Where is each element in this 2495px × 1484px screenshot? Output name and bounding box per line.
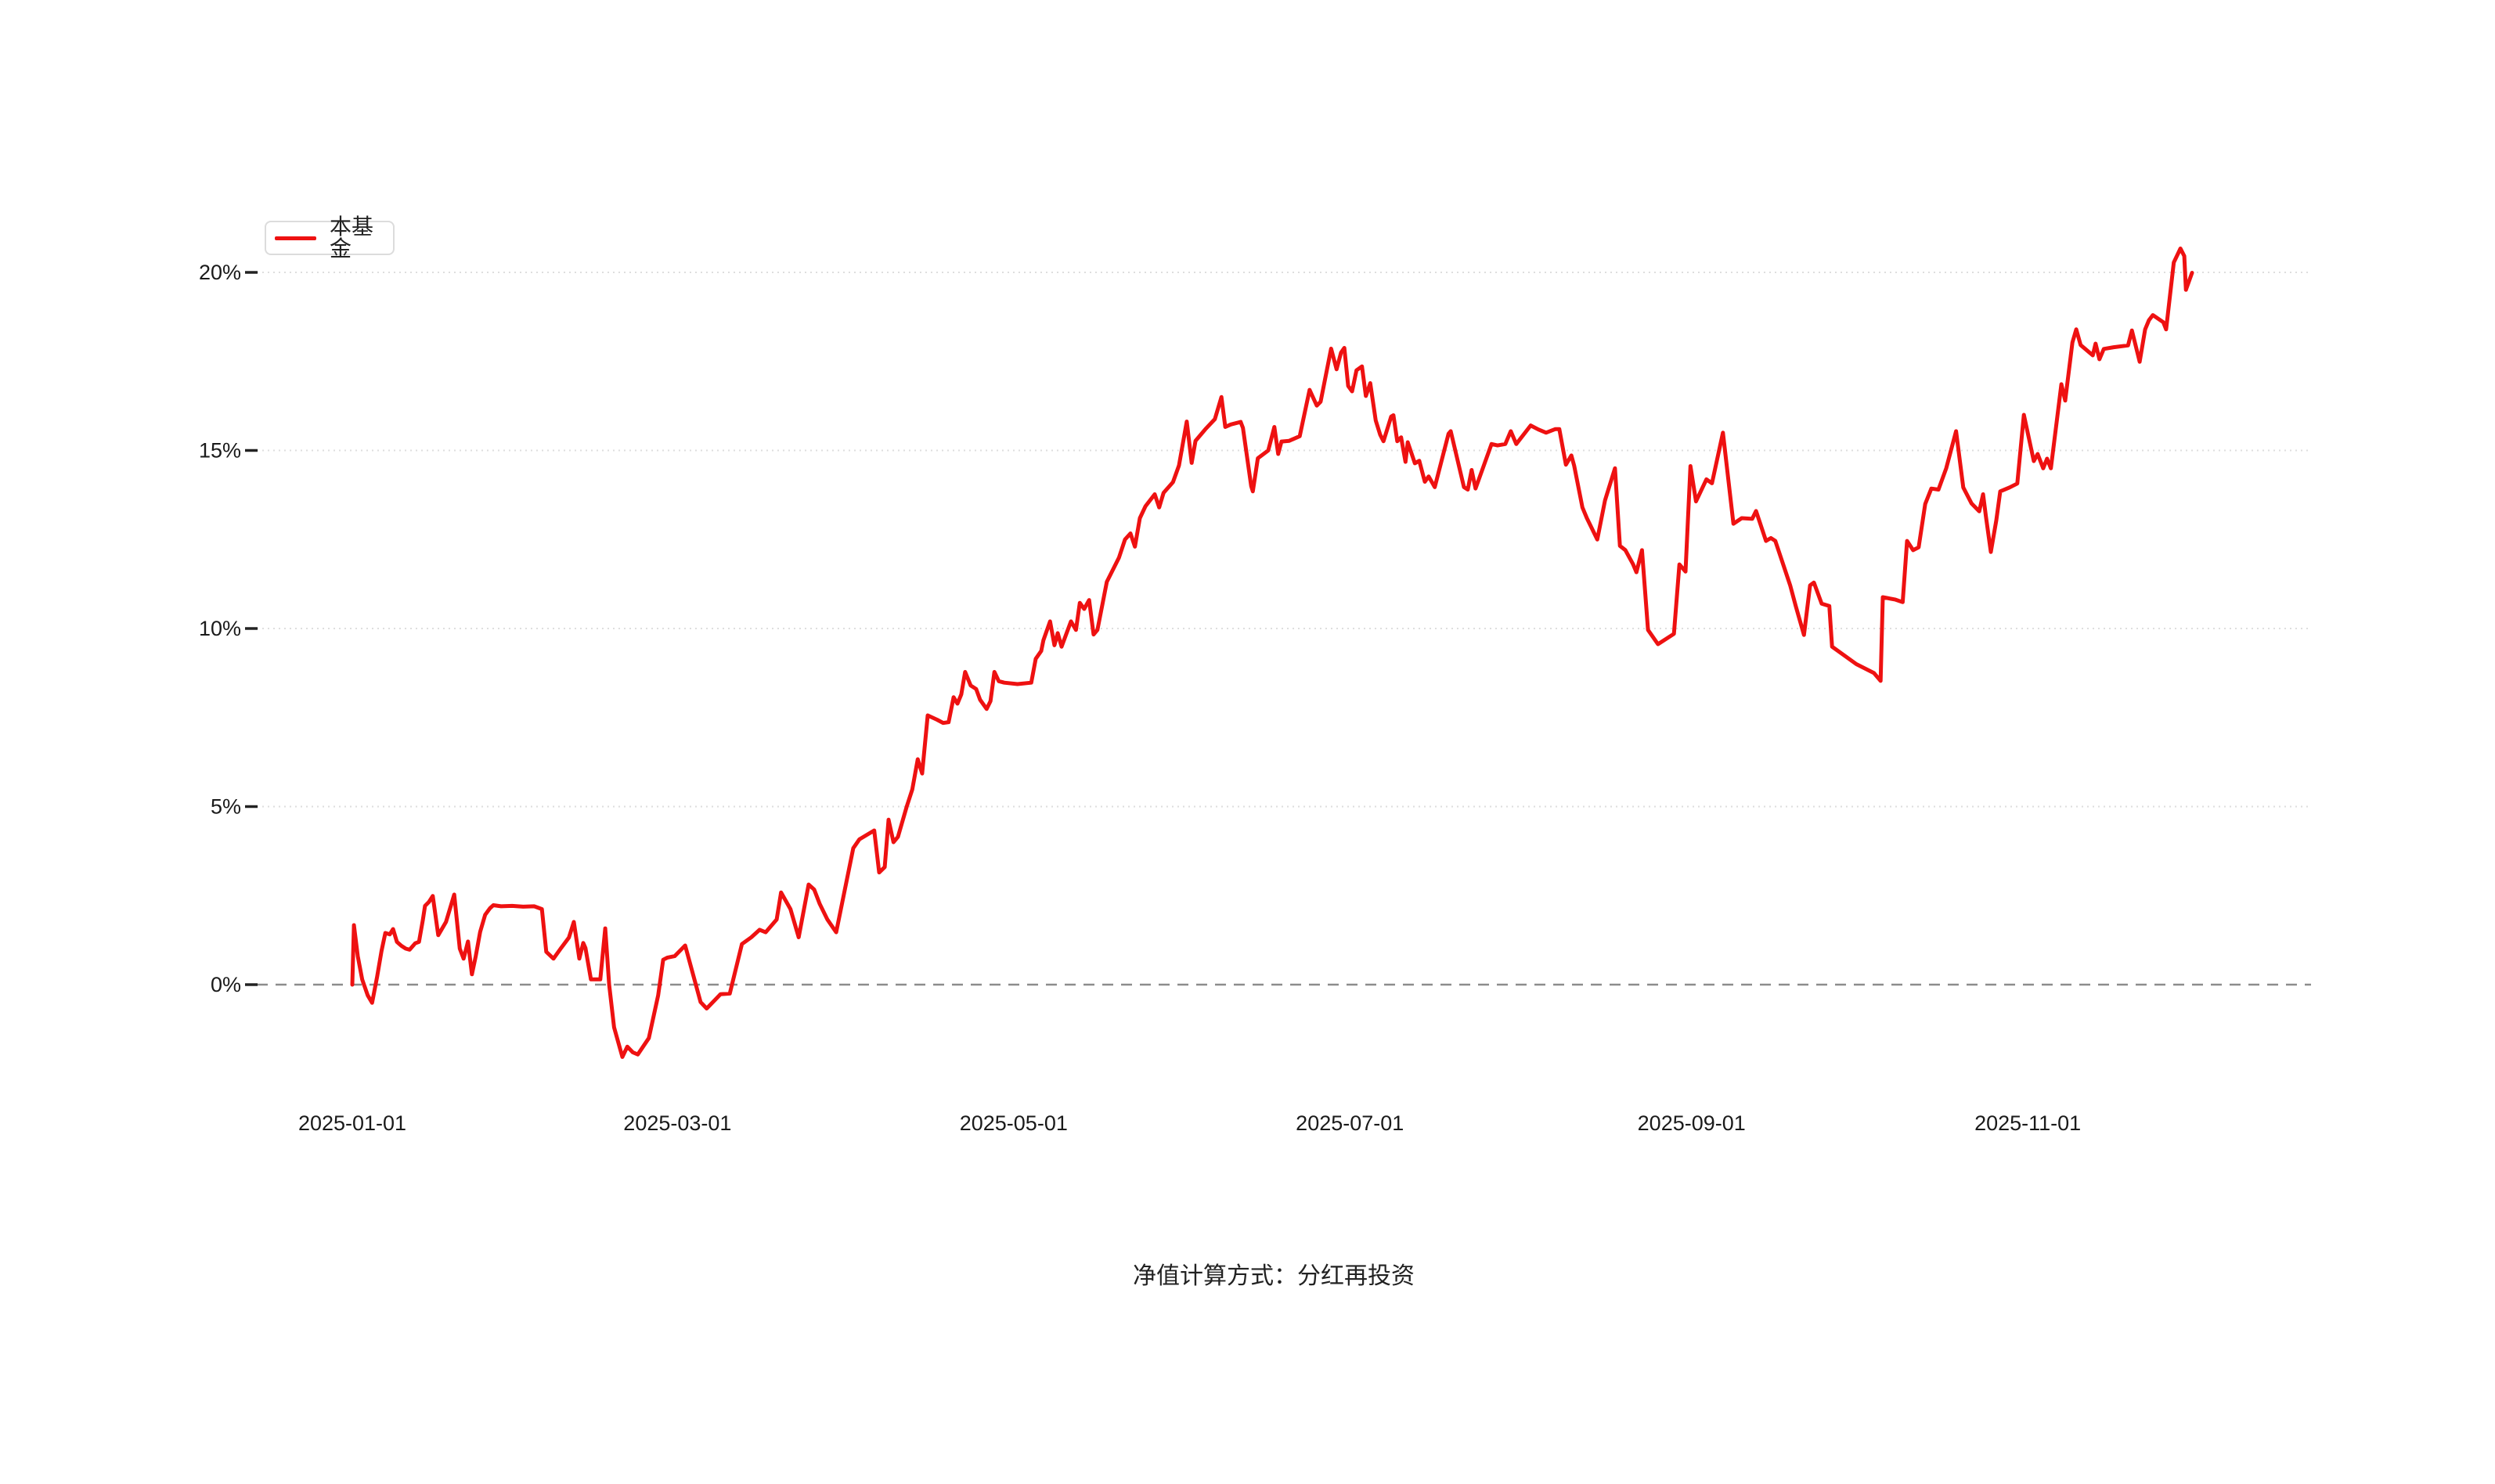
x-axis-label: 2025-11-01 <box>1974 1111 2081 1135</box>
fund-performance-line <box>350 247 2194 1059</box>
legend: 本基金 <box>265 216 395 260</box>
y-axis-label: 0% <box>211 973 241 996</box>
y-axis-label: 15% <box>199 439 241 463</box>
y-axis-label: 20% <box>199 261 241 284</box>
nav-calculation-caption: 净值计算方式：分红再投资 <box>1133 1263 1415 1289</box>
y-axis-label: 10% <box>199 617 241 640</box>
x-axis-label: 2025-09-01 <box>1638 1111 1746 1135</box>
x-axis-label: 2025-07-01 <box>1296 1111 1404 1135</box>
legend-label: 本基金 <box>330 214 374 261</box>
x-axis-label: 2025-03-01 <box>623 1111 731 1135</box>
x-axis-label: 2025-05-01 <box>960 1111 1068 1135</box>
legend-line-swatch <box>275 236 317 240</box>
x-axis-label: 2025-01-01 <box>298 1111 406 1135</box>
y-axis-label: 5% <box>211 795 241 819</box>
